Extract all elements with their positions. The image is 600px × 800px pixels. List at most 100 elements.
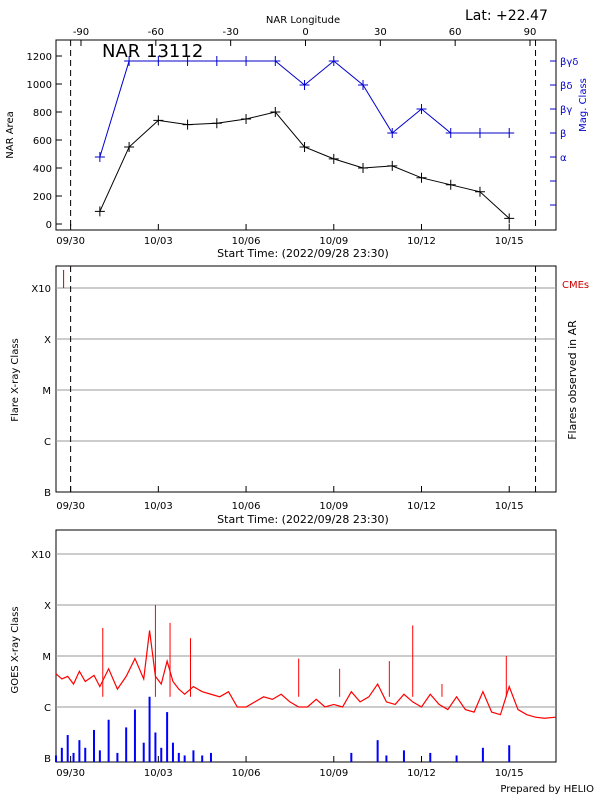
panel1-dashed-lines — [70, 40, 537, 230]
area-y-tick-label: 0 — [46, 220, 52, 231]
flare-class-label: X — [44, 335, 51, 346]
goes-class-label: X10 — [31, 550, 51, 561]
mag-tick-label: βγ — [560, 105, 572, 116]
x-tick-label: 10/06 — [232, 501, 261, 512]
mag-class-point — [94, 152, 105, 162]
footer-credit: Prepared by HELIO — [500, 784, 594, 795]
area-point — [153, 115, 164, 126]
region-title: NAR 13112 — [102, 41, 203, 62]
x-tick-label: 10/09 — [319, 501, 348, 512]
panel2-ylabel: Flare X-ray Class — [10, 338, 21, 422]
area-point — [416, 172, 427, 183]
area-point — [387, 160, 398, 171]
panel-goes: B C M X X10 09/30 10/03 10/06 10/09 10/12 10/15 GO… — [10, 529, 594, 795]
longitude-tick-label: -30 — [222, 27, 238, 38]
mag-class-point — [299, 80, 310, 90]
cme-legend: CMEs — [562, 280, 589, 291]
x-tick-label: 10/06 — [232, 768, 261, 779]
panel-flares: B C M X X10 09/30 10/03 10/06 10/09 10/12 10/15 CM… — [10, 265, 589, 526]
area-point — [474, 186, 485, 197]
area-point — [182, 119, 193, 130]
area-point — [504, 213, 515, 224]
x-tick-label: 10/09 — [319, 236, 348, 247]
mag-class-point — [270, 56, 281, 66]
mag-class-point — [153, 56, 164, 66]
x-tick-label: 10/06 — [232, 236, 261, 247]
area-point — [270, 107, 281, 117]
mag-class-point — [211, 56, 222, 66]
panel1-frame — [55, 39, 557, 231]
mag-tick-label: α — [560, 153, 567, 164]
flare-class-label: X10 — [31, 284, 51, 295]
area-y-tick-label: 1000 — [27, 80, 52, 91]
mag-class-point — [328, 56, 339, 66]
area-y-tick-label: 800 — [33, 108, 52, 119]
goes-class-label: M — [42, 652, 51, 663]
x-tick-label: 10/03 — [144, 236, 173, 247]
area-point — [94, 206, 105, 217]
mag-tick-label: β — [560, 129, 566, 140]
panel2-ticks: B C M X X10 09/30 10/03 10/06 10/09 10/12 10/15 — [31, 284, 556, 512]
panel1-xlabel: Start Time: (2022/09/28 23:30) — [217, 247, 389, 260]
mag-class-point — [474, 128, 485, 138]
x-tick-label: 10/12 — [407, 236, 436, 247]
x-tick-label: 09/30 — [56, 768, 85, 779]
mag-class-point — [182, 56, 193, 66]
area-point — [328, 153, 339, 164]
mag-tick-label: βγδ — [560, 57, 578, 68]
longitude-tick-label: 30 — [374, 27, 387, 38]
panel1-ylabel: NAR Area — [5, 111, 16, 158]
longitude-tick-label: -60 — [148, 27, 164, 38]
area-point — [124, 142, 135, 152]
top-axis-label: NAR Longitude — [266, 15, 340, 26]
goes-long-line — [55, 630, 557, 719]
panel3-ticks: B C M X X10 09/30 10/03 10/06 10/09 10/12 10/15 — [31, 550, 556, 779]
mag-class-point — [124, 56, 135, 66]
longitude-tick-label: 0 — [302, 27, 308, 38]
x-tick-label: 09/30 — [56, 501, 85, 512]
panel3-frame — [55, 529, 557, 763]
area-point — [445, 179, 456, 190]
x-tick-label: 10/09 — [319, 768, 348, 779]
panel2-frame — [55, 265, 557, 493]
flare-class-label: B — [44, 488, 51, 499]
x-tick-label: 10/03 — [144, 768, 173, 779]
longitude-tick-label: 90 — [524, 27, 537, 38]
mag-class-point — [358, 80, 369, 90]
x-tick-label: 10/15 — [495, 501, 524, 512]
goes-class-label: B — [44, 754, 51, 765]
area-y-tick-label: 600 — [33, 136, 52, 147]
flare-class-label: M — [42, 386, 51, 397]
mag-class-series — [94, 56, 515, 162]
x-tick-label: 10/12 — [407, 768, 436, 779]
area-point — [358, 163, 369, 173]
mag-class-point — [387, 128, 398, 138]
goes-class-label: X — [44, 601, 51, 612]
x-tick-label: 09/30 — [56, 236, 85, 247]
mag-class-point — [504, 128, 515, 138]
x-tick-label: 10/03 — [144, 501, 173, 512]
panel2-xlabel: Start Time: (2022/09/28 23:30) — [217, 513, 389, 526]
longitude-tick-label: -90 — [73, 27, 89, 38]
flare-class-label: C — [44, 437, 51, 448]
panel1-right-label: Mag. Class — [578, 78, 589, 132]
area-point — [211, 118, 222, 129]
area-line — [99, 111, 510, 219]
mag-class-point — [416, 104, 427, 114]
panel3-ylabel: GOES X-ray Class — [10, 606, 21, 693]
x-tick-label: 10/12 — [407, 501, 436, 512]
area-y-tick-label: 1200 — [27, 52, 52, 63]
mag-class-point — [445, 128, 456, 138]
x-tick-label: 10/15 — [495, 768, 524, 779]
panel2-dashed-lines — [70, 266, 537, 492]
nar-area-series — [94, 107, 515, 224]
goes-class-label: C — [44, 703, 51, 714]
goes-series — [55, 605, 557, 762]
panel2-right-label: Flares observed in AR — [566, 320, 579, 440]
area-y-tick-label: 400 — [33, 164, 52, 175]
area-point — [241, 114, 252, 124]
mag-tick-label: βδ — [560, 81, 573, 92]
